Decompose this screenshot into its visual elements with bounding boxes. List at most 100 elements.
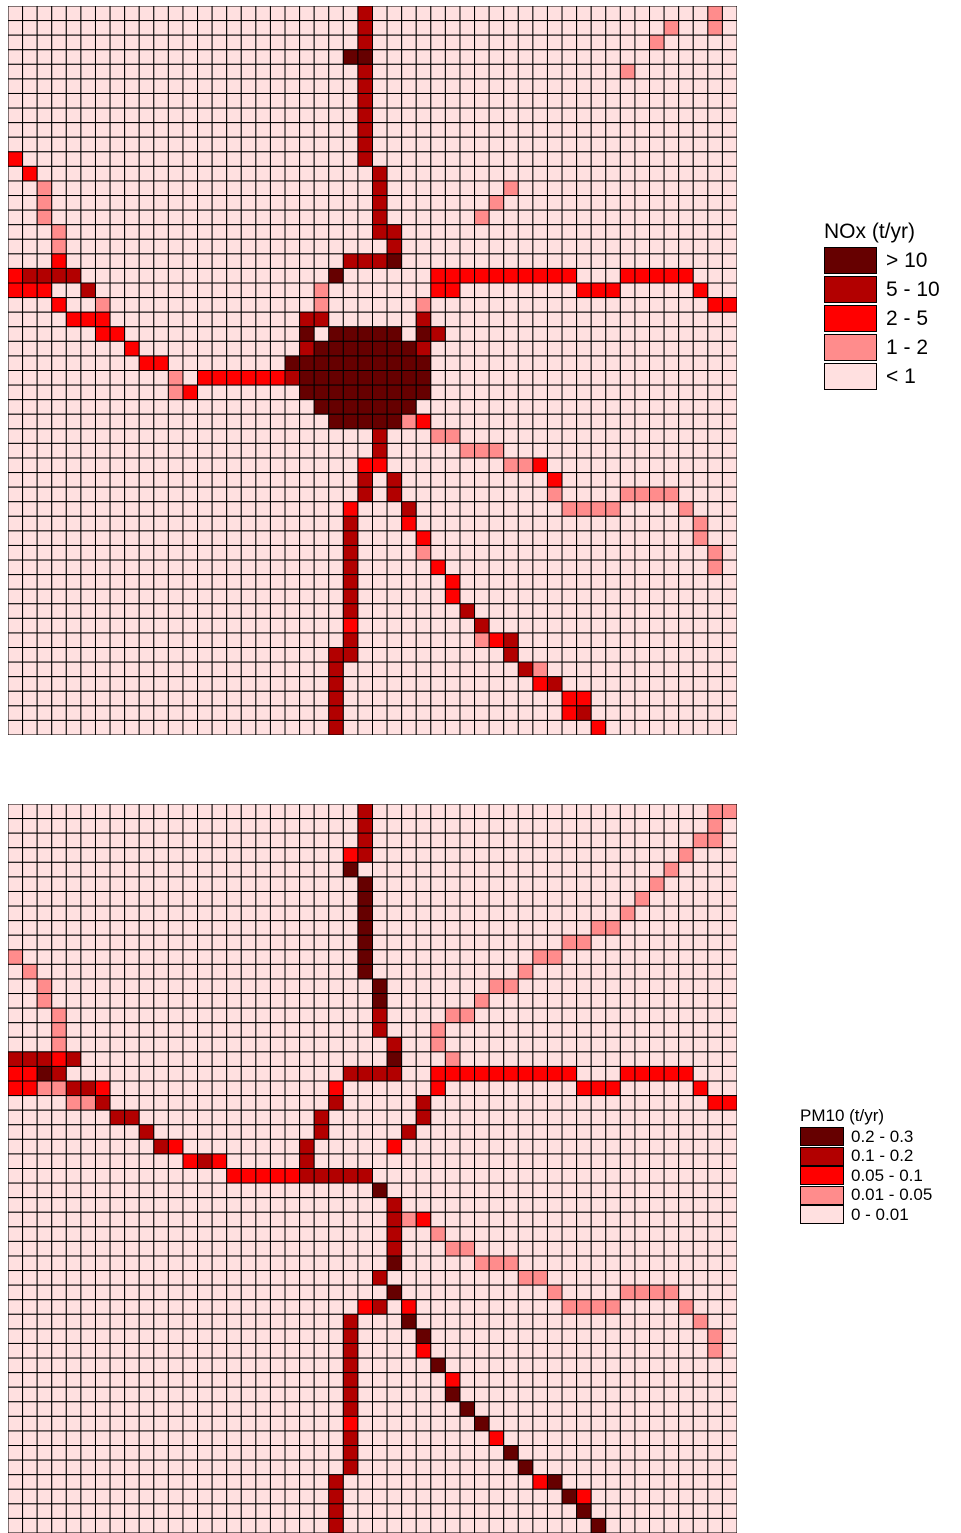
grid-cell	[649, 647, 665, 663]
grid-cell	[576, 253, 592, 269]
grid-cell	[284, 617, 301, 634]
grid-cell	[692, 832, 709, 849]
grid-cell	[532, 20, 548, 36]
grid-cell	[94, 6, 111, 22]
grid-cell	[532, 515, 548, 532]
grid-cell	[707, 647, 723, 663]
grid-cell	[372, 355, 388, 372]
grid-cell	[138, 1284, 155, 1301]
grid-cell	[153, 1270, 169, 1286]
grid-cell	[386, 1124, 403, 1140]
grid-cell	[124, 934, 140, 951]
grid-cell	[692, 1503, 709, 1519]
grid-cell	[8, 1386, 24, 1403]
grid-cell	[430, 920, 446, 936]
grid-cell	[546, 122, 563, 138]
grid-cell	[634, 920, 651, 936]
grid-cell	[401, 1284, 417, 1301]
grid-cell	[444, 832, 461, 849]
grid-cell	[488, 1138, 505, 1155]
grid-cell	[517, 78, 534, 94]
grid-cell	[313, 92, 330, 109]
grid-cell	[182, 690, 199, 707]
grid-cell	[284, 1299, 301, 1315]
grid-cell	[269, 107, 286, 124]
grid-cell	[328, 311, 344, 328]
grid-cell	[138, 1051, 155, 1067]
grid-cell	[605, 282, 621, 299]
grid-cell	[36, 1022, 53, 1038]
grid-cell	[415, 647, 432, 663]
grid-cell	[167, 978, 184, 995]
grid-cell	[474, 20, 490, 36]
grid-cell	[226, 963, 242, 980]
grid-cell	[197, 515, 213, 532]
grid-cell	[415, 603, 432, 619]
grid-cell	[444, 501, 461, 517]
grid-cell	[503, 224, 519, 240]
grid-cell	[590, 705, 607, 721]
grid-cell	[299, 1488, 315, 1505]
grid-cell	[546, 1197, 563, 1213]
grid-cell	[619, 818, 636, 834]
grid-cell	[619, 544, 636, 561]
grid-cell	[51, 1080, 67, 1097]
grid-cell	[692, 949, 709, 965]
grid-cell	[401, 559, 417, 576]
grid-cell	[401, 920, 417, 936]
grid-cell	[415, 267, 432, 284]
grid-cell	[546, 384, 563, 401]
grid-cell	[357, 1036, 374, 1053]
grid-cell	[36, 847, 53, 863]
grid-cell	[503, 326, 519, 342]
grid-cell	[109, 705, 126, 721]
grid-cell	[80, 1226, 96, 1242]
grid-cell	[299, 719, 315, 735]
grid-cell	[517, 1342, 534, 1359]
grid-cell	[444, 151, 461, 167]
grid-cell	[721, 804, 737, 820]
grid-cell	[474, 1197, 490, 1213]
grid-cell	[22, 705, 38, 721]
grid-cell	[138, 559, 155, 576]
grid-cell	[532, 861, 548, 878]
grid-cell	[401, 151, 417, 167]
grid-cell	[299, 180, 315, 197]
grid-cell	[357, 647, 374, 663]
grid-cell	[182, 92, 199, 109]
grid-cell	[488, 311, 505, 328]
grid-cell	[8, 963, 24, 980]
grid-cell	[401, 1313, 417, 1330]
grid-cell	[692, 370, 709, 386]
grid-cell	[721, 1095, 737, 1111]
grid-cell	[65, 63, 82, 80]
grid-cell	[299, 20, 315, 36]
grid-cell	[474, 1299, 490, 1315]
grid-cell	[240, 1109, 257, 1126]
grid-cell	[488, 1051, 505, 1067]
grid-cell	[546, 993, 563, 1009]
grid-cell	[372, 632, 388, 649]
grid-cell	[488, 530, 505, 546]
grid-cell	[36, 890, 53, 907]
grid-cell	[226, 949, 242, 965]
grid-cell	[284, 963, 301, 980]
grid-cell	[255, 1240, 271, 1257]
grid-cell	[167, 934, 184, 951]
grid-cell	[167, 920, 184, 936]
grid-cell	[51, 949, 67, 965]
grid-cell	[357, 1168, 374, 1184]
grid-cell	[328, 1270, 344, 1286]
grid-cell	[138, 6, 155, 22]
grid-cell	[65, 1065, 82, 1082]
grid-cell	[342, 1270, 359, 1286]
grid-cell	[561, 1357, 578, 1374]
grid-cell	[36, 399, 53, 415]
grid-cell	[65, 136, 82, 153]
grid-cell	[284, 151, 301, 167]
grid-cell	[284, 647, 301, 663]
grid-cell	[138, 1328, 155, 1344]
grid-cell	[721, 676, 737, 692]
grid-cell	[663, 632, 680, 649]
grid-cell	[80, 1284, 96, 1301]
